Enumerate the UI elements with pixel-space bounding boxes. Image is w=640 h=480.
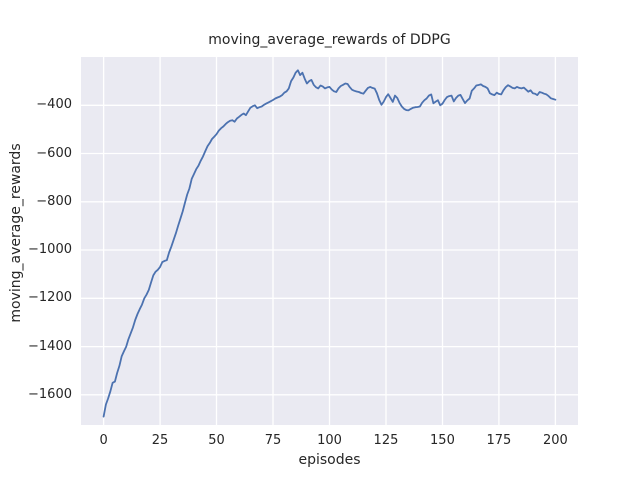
x-tick-label: 25 bbox=[151, 433, 169, 448]
series-line bbox=[102, 69, 557, 418]
y-tick-label: −600 bbox=[36, 145, 72, 161]
x-tick-label: 75 bbox=[264, 433, 282, 448]
x-tick-label: 200 bbox=[542, 433, 568, 448]
chart-title: moving_average_rewards of DDPG bbox=[208, 32, 451, 48]
axes-background bbox=[81, 57, 578, 425]
y-tick-label: −1000 bbox=[28, 242, 72, 258]
x-tick-label: 0 bbox=[99, 433, 108, 448]
x-axis-label: episodes bbox=[298, 452, 361, 468]
x-tick-label: 50 bbox=[208, 433, 225, 448]
y-tick-label: −400 bbox=[36, 97, 72, 113]
y-axis-label: moving_average_rewards bbox=[8, 143, 24, 323]
y-tick-label: −1400 bbox=[28, 338, 72, 354]
x-tick-label: 125 bbox=[373, 433, 399, 448]
x-tick-label: 175 bbox=[486, 433, 512, 448]
y-tick-label: −1600 bbox=[28, 386, 72, 402]
x-tick-label: 150 bbox=[430, 433, 455, 448]
plot-canvas bbox=[81, 57, 578, 425]
y-tick-label: −1200 bbox=[28, 290, 72, 306]
x-tick-label: 100 bbox=[317, 433, 342, 448]
y-tick-label: −800 bbox=[36, 193, 72, 209]
